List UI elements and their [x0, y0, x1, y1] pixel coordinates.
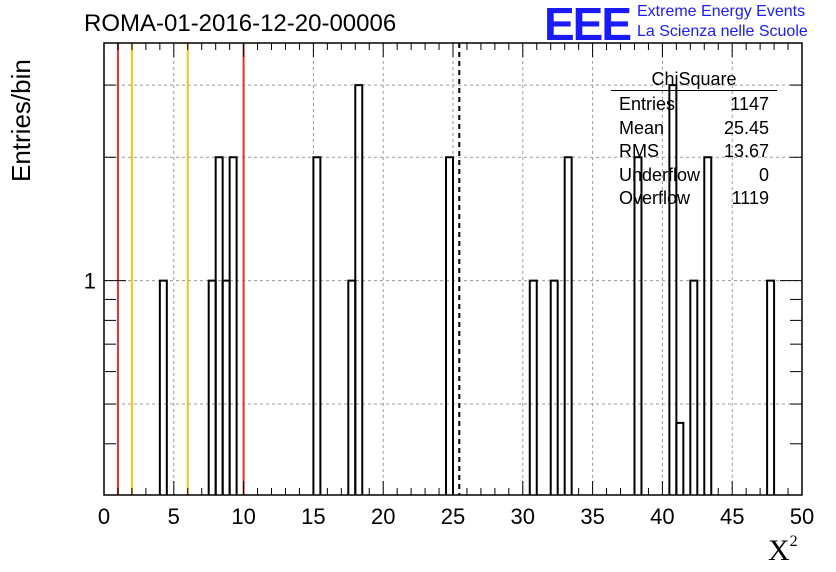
histogram-bar: [668, 84, 678, 495]
stats-value: 1119: [731, 188, 769, 208]
stats-value: 1147: [730, 94, 769, 114]
x-tick-label: 25: [441, 504, 465, 529]
x-tick-label: 5: [168, 504, 180, 529]
logo-text: Extreme Energy Events La Scienza nelle S…: [637, 2, 808, 42]
histogram-bar: [207, 279, 217, 495]
stats-box: ChiSquare Entries 1147 Mean 25.45 RMS 13.67…: [611, 68, 777, 211]
histogram-bar: [214, 156, 224, 495]
marker-lines: [116, 43, 461, 495]
eee-logo: EEE: [544, 0, 632, 46]
chart-title: ROMA-01-2016-12-20-00006: [84, 10, 397, 37]
histogram-bar: [312, 156, 322, 495]
histogram-bars: [158, 84, 776, 495]
x-tick-label: 35: [580, 504, 604, 529]
histogram-bar: [633, 156, 643, 495]
stats-label: Overflow: [619, 188, 691, 208]
x-tick-label: 0: [98, 504, 110, 529]
x-tick-label: 15: [301, 504, 325, 529]
histogram-bar: [158, 279, 168, 495]
stats-row-overflow: Overflow 1119: [611, 187, 777, 211]
stats-row-rms: RMS 13.67: [611, 140, 777, 164]
histogram-bar: [563, 156, 573, 495]
x-tick-label: 30: [511, 504, 535, 529]
stats-row-mean: Mean 25.45: [611, 117, 777, 141]
axis-ticks: [103, 43, 803, 495]
stats-row-underflow: Underflow 0: [611, 164, 777, 188]
x-tick-label: 10: [231, 504, 255, 529]
x-tick-label: 40: [650, 504, 674, 529]
y-axis-label: Entries/bin: [6, 59, 36, 182]
x-tick-label: 20: [371, 504, 395, 529]
stats-label: RMS: [619, 141, 659, 161]
tick-labels: 0 5 10 15 20 25 30 35 40 45 50 1: [84, 269, 814, 529]
histogram-bar: [703, 156, 713, 495]
logo-line-1: Extreme Energy Events: [637, 3, 806, 20]
x-axis-label-base: X: [768, 534, 790, 567]
histogram-bar: [354, 84, 364, 495]
logo-line-2: La Scienza nelle Scuole: [637, 23, 808, 40]
histogram-bar: [689, 279, 699, 495]
x-tick-label: 45: [720, 504, 744, 529]
stats-label: Underflow: [619, 164, 701, 185]
x-axis-label: X2: [768, 533, 798, 568]
stats-value: 0: [758, 164, 769, 185]
stats-value: 13.67: [723, 141, 769, 161]
y-tick-label: 1: [84, 269, 96, 294]
histogram-bar: [675, 421, 685, 495]
histogram-bar: [221, 279, 231, 495]
histogram-bar: [528, 279, 538, 495]
histogram-bar: [766, 279, 776, 495]
histogram-bar: [347, 279, 357, 495]
stats-label: Entries: [619, 94, 676, 114]
stats-title: ChiSquare: [611, 68, 777, 91]
stats-row-entries: Entries 1147: [611, 93, 777, 117]
stats-label: Mean: [619, 117, 665, 138]
histogram-bar: [228, 156, 238, 495]
histogram-bar: [445, 156, 454, 495]
histogram-bar: [549, 279, 559, 495]
x-axis-label-superscript: 2: [789, 533, 798, 550]
stats-value: 25.45: [723, 117, 769, 138]
x-tick-label: 50: [790, 504, 814, 529]
eee-logo-mark: EEE: [544, 0, 630, 46]
